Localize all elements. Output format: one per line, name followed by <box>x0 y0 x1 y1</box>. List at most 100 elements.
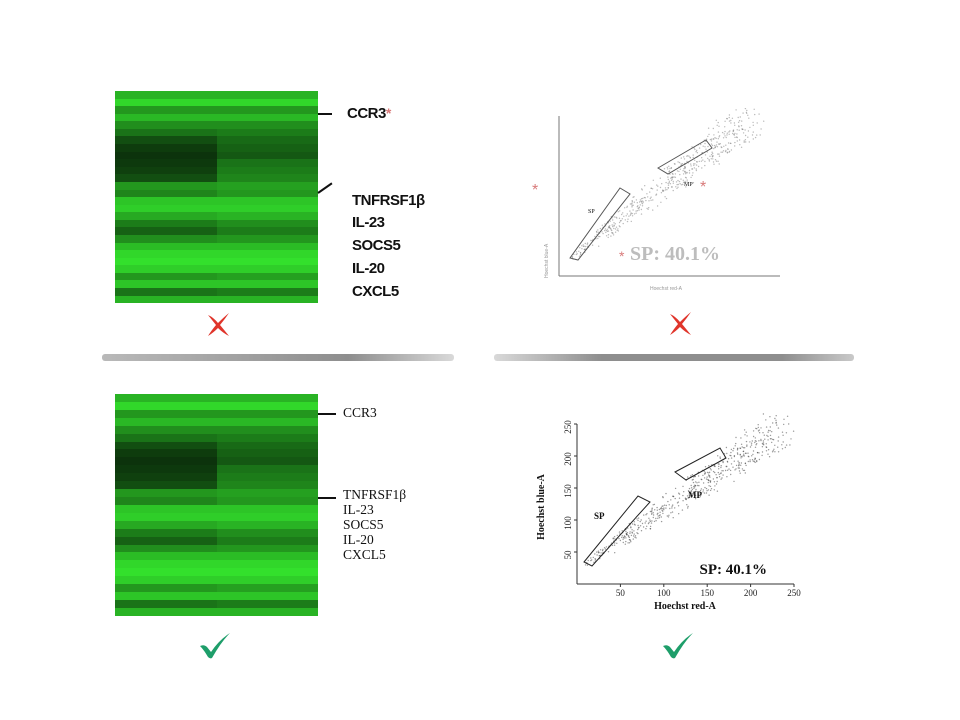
scatter-point <box>690 163 692 165</box>
scatter-point <box>617 211 619 213</box>
scatter-point <box>614 231 617 233</box>
scatter-point <box>747 136 749 138</box>
scatter-point <box>677 186 679 188</box>
scatter-point <box>691 479 693 481</box>
scatter-point <box>606 228 608 230</box>
gene-label-il20-bottom: IL-20 <box>343 532 374 547</box>
scatter-point <box>777 440 779 442</box>
scatter-point <box>671 505 673 507</box>
scatter-point <box>637 524 639 527</box>
heatmap-cell <box>216 219 318 228</box>
scatter-point <box>734 145 736 147</box>
scatter-point <box>744 434 746 436</box>
scatter-point <box>752 435 755 438</box>
scatter-point <box>785 444 788 446</box>
heatmap-cell <box>115 151 217 160</box>
scatter-point <box>633 533 635 535</box>
scatter-point <box>644 197 646 199</box>
scatter-point <box>695 164 698 166</box>
scatter-point <box>713 134 715 136</box>
heatmap-row <box>115 250 318 258</box>
gate-mp-label-top: MP <box>684 182 693 188</box>
scatter-point <box>621 213 623 216</box>
scatter-point <box>751 440 753 442</box>
scatter-point <box>754 459 756 461</box>
scatter-point <box>741 128 743 130</box>
scatter-point <box>695 169 698 172</box>
scatter-point <box>702 159 704 161</box>
scatter-point <box>610 227 612 230</box>
scatter-point <box>661 183 663 185</box>
scatter-point <box>681 163 684 165</box>
scatter-point <box>721 146 723 149</box>
scatter-point <box>712 138 714 140</box>
svg-text:Hoechst blue-A: Hoechst blue-A <box>544 243 550 278</box>
scatter-point <box>703 492 706 494</box>
scatter-point <box>717 455 719 457</box>
scatter-point <box>753 108 755 110</box>
heatmap-cell <box>216 544 318 553</box>
scatter-point <box>668 180 671 182</box>
scatter-point <box>598 245 600 247</box>
scatter-point <box>643 196 646 199</box>
scatter-point <box>777 427 780 429</box>
heatmap-cell <box>216 607 318 616</box>
scatter-point <box>716 490 719 492</box>
heatmap-cell <box>115 592 217 600</box>
scatter-point <box>611 544 614 547</box>
scatter-point <box>646 207 648 210</box>
scatter-point <box>709 138 712 141</box>
heatmap-cell <box>115 250 217 258</box>
scatter-point <box>651 512 653 514</box>
scatter-point <box>677 161 679 163</box>
scatter-point <box>642 201 644 203</box>
scatter-point <box>627 534 630 537</box>
scatter-point <box>747 114 749 116</box>
scatter-point <box>700 143 702 146</box>
scatter-point <box>650 196 652 198</box>
scatter-point <box>659 511 661 513</box>
scatter-point <box>662 190 664 192</box>
scatter-point <box>622 541 624 544</box>
heatmap-bottom <box>115 394 318 616</box>
scatter-point <box>728 131 730 133</box>
scatter-point <box>722 470 724 472</box>
scatter-point <box>613 544 616 546</box>
scatter-point <box>784 446 786 449</box>
scatter-point <box>648 517 650 519</box>
scatter-point <box>717 131 720 133</box>
scatter-point <box>672 495 674 497</box>
heatmap-row <box>115 536 318 545</box>
gene-label-il20: IL-20 <box>352 260 385 277</box>
scatter-point <box>585 245 587 248</box>
scatter-point <box>738 465 740 467</box>
scatter-point <box>643 514 645 516</box>
scatter-point <box>732 130 735 132</box>
scatter-point <box>715 144 718 146</box>
scatter-point <box>754 446 757 448</box>
scatter-point <box>729 469 732 472</box>
scatter-point <box>664 187 667 189</box>
scatter-point <box>769 416 771 418</box>
heatmap-cell <box>216 433 318 442</box>
scatter-point <box>629 531 631 533</box>
scatter-point <box>613 227 615 230</box>
scatter-point <box>613 225 615 227</box>
scatter-point <box>668 514 670 516</box>
scatter-point <box>678 161 681 164</box>
scatter-point <box>663 168 666 170</box>
scatter-point <box>724 130 726 133</box>
heatmap-cell <box>115 234 217 243</box>
scatter-point <box>705 140 707 143</box>
scatter-point <box>682 173 685 175</box>
scatter-point <box>636 532 638 534</box>
scatter-point <box>624 219 626 221</box>
heatmap-cell <box>115 166 217 175</box>
scatter-point <box>712 478 715 480</box>
scatter-point <box>734 124 736 126</box>
scatter-point <box>653 520 656 523</box>
scatter-point <box>602 232 604 235</box>
scatter-point <box>771 441 773 444</box>
scatter-point <box>673 176 675 178</box>
scatter-point <box>656 189 658 191</box>
